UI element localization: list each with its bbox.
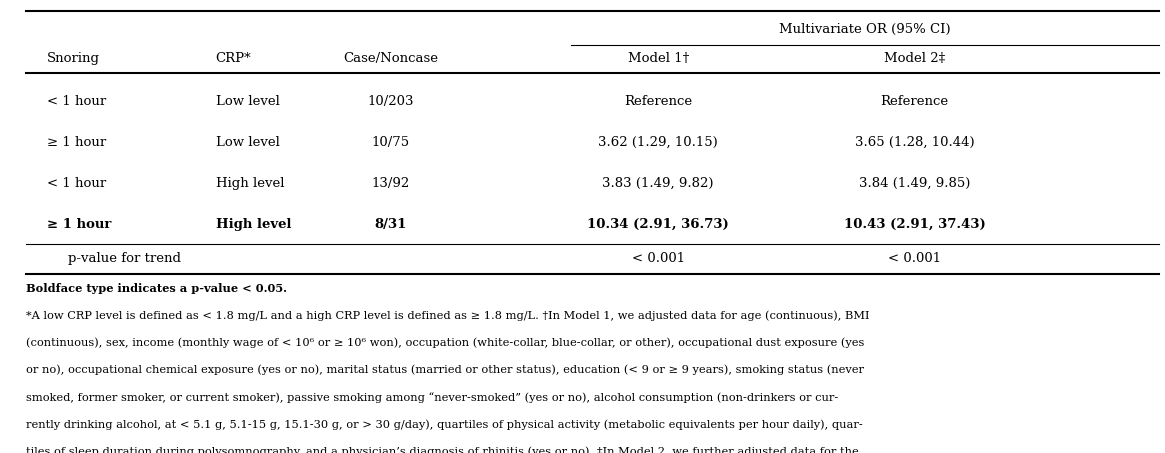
Text: Low level: Low level [216,96,280,108]
Text: p-value for trend: p-value for trend [68,252,181,265]
Text: 10.34 (2.91, 36.73): 10.34 (2.91, 36.73) [587,218,729,231]
Text: 10/75: 10/75 [372,136,409,149]
Text: ≥ 1 hour: ≥ 1 hour [47,136,106,149]
Text: 10.43 (2.91, 37.43): 10.43 (2.91, 37.43) [843,218,986,231]
Text: Model 1†: Model 1† [628,53,689,65]
Text: Boldface type indicates a p-value < 0.05.: Boldface type indicates a p-value < 0.05… [26,283,287,294]
Text: Model 2‡: Model 2‡ [884,53,945,65]
Text: 3.83 (1.49, 9.82): 3.83 (1.49, 9.82) [602,177,714,190]
Text: Snoring: Snoring [47,53,99,65]
Text: < 1 hour: < 1 hour [47,96,106,108]
Text: Low level: Low level [216,136,280,149]
Text: 8/31: 8/31 [374,218,407,231]
Text: High level: High level [216,177,284,190]
Text: Multivariate OR (95% CI): Multivariate OR (95% CI) [779,23,951,36]
Text: *A low CRP level is defined as < 1.8 mg/L and a high CRP level is defined as ≥ 1: *A low CRP level is defined as < 1.8 mg/… [26,310,869,321]
Text: Case/Noncase: Case/Noncase [343,53,438,65]
Text: 3.84 (1.49, 9.85): 3.84 (1.49, 9.85) [859,177,970,190]
Text: 13/92: 13/92 [372,177,409,190]
Text: 3.62 (1.29, 10.15): 3.62 (1.29, 10.15) [599,136,718,149]
Text: High level: High level [216,218,291,231]
Text: smoked, former smoker, or current smoker), passive smoking among “never-smoked” : smoked, former smoker, or current smoker… [26,392,838,403]
Text: < 0.001: < 0.001 [888,252,941,265]
Text: rently drinking alcohol, at < 5.1 g, 5.1-15 g, 15.1-30 g, or > 30 g/day), quarti: rently drinking alcohol, at < 5.1 g, 5.1… [26,419,862,429]
Text: Reference: Reference [624,96,692,108]
Text: CRP*: CRP* [216,53,252,65]
Text: Reference: Reference [881,96,948,108]
Text: tiles of sleep duration during polysomnography, and a physician’s diagnosis of r: tiles of sleep duration during polysomno… [26,446,859,453]
Text: < 1 hour: < 1 hour [47,177,106,190]
Text: < 0.001: < 0.001 [631,252,685,265]
Text: (continuous), sex, income (monthly wage of < 10⁶ or ≥ 10⁶ won), occupation (whit: (continuous), sex, income (monthly wage … [26,337,864,348]
Text: 10/203: 10/203 [367,96,414,108]
Text: ≥ 1 hour: ≥ 1 hour [47,218,111,231]
Text: or no), occupational chemical exposure (yes or no), marital status (married or o: or no), occupational chemical exposure (… [26,365,863,375]
Text: 3.65 (1.28, 10.44): 3.65 (1.28, 10.44) [855,136,974,149]
